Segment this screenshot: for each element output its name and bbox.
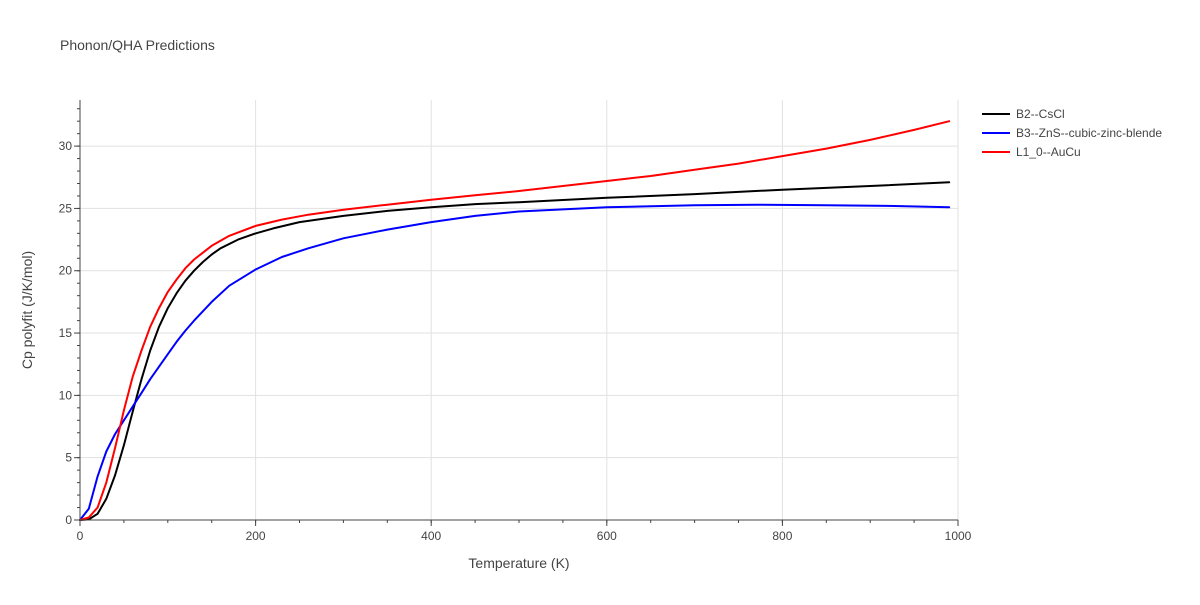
- y-tick-label: 10: [59, 388, 73, 402]
- x-axis-title: Temperature (K): [468, 555, 569, 571]
- y-tick-label: 30: [59, 139, 73, 153]
- legend[interactable]: B2--CsCl B3--ZnS--cubic-zinc-blende L1_0--…: [982, 107, 1162, 159]
- x-tick-label: 400: [421, 529, 441, 543]
- legend-item[interactable]: B3--ZnS--cubic-zinc-blende: [982, 126, 1162, 140]
- series-line: [79, 203, 951, 521]
- legend-label: B2--CsCl: [1016, 107, 1065, 121]
- y-tick-label: 5: [65, 451, 72, 465]
- legend-item[interactable]: B2--CsCl: [982, 107, 1065, 121]
- legend-label: L1_0--AuCu: [1016, 145, 1081, 159]
- chart-title: Phonon/QHA Predictions: [60, 37, 215, 53]
- y-tick-label: 15: [59, 326, 73, 340]
- y-tick-label: 25: [59, 201, 73, 215]
- x-tick-label: 800: [772, 529, 792, 543]
- x-tick-label: 1000: [945, 529, 972, 543]
- legend-label: B3--ZnS--cubic-zinc-blende: [1016, 126, 1162, 140]
- x-tick-label: 600: [597, 529, 617, 543]
- series-line: [79, 120, 951, 521]
- series-lines: [79, 120, 951, 521]
- x-tick-label: 0: [77, 529, 84, 543]
- y-axis-title: Cp polyfit (J/K/mol): [19, 251, 35, 369]
- legend-item[interactable]: L1_0--AuCu: [982, 145, 1081, 159]
- y-tick-label: 20: [59, 264, 73, 278]
- series-line: [79, 181, 951, 521]
- grid: [80, 100, 959, 520]
- x-tick-label: 200: [246, 529, 266, 543]
- axes: 0 200 400 600 800 1000 0 5 10 15 20 25 30: [59, 100, 972, 543]
- y-tick-label: 0: [65, 513, 72, 527]
